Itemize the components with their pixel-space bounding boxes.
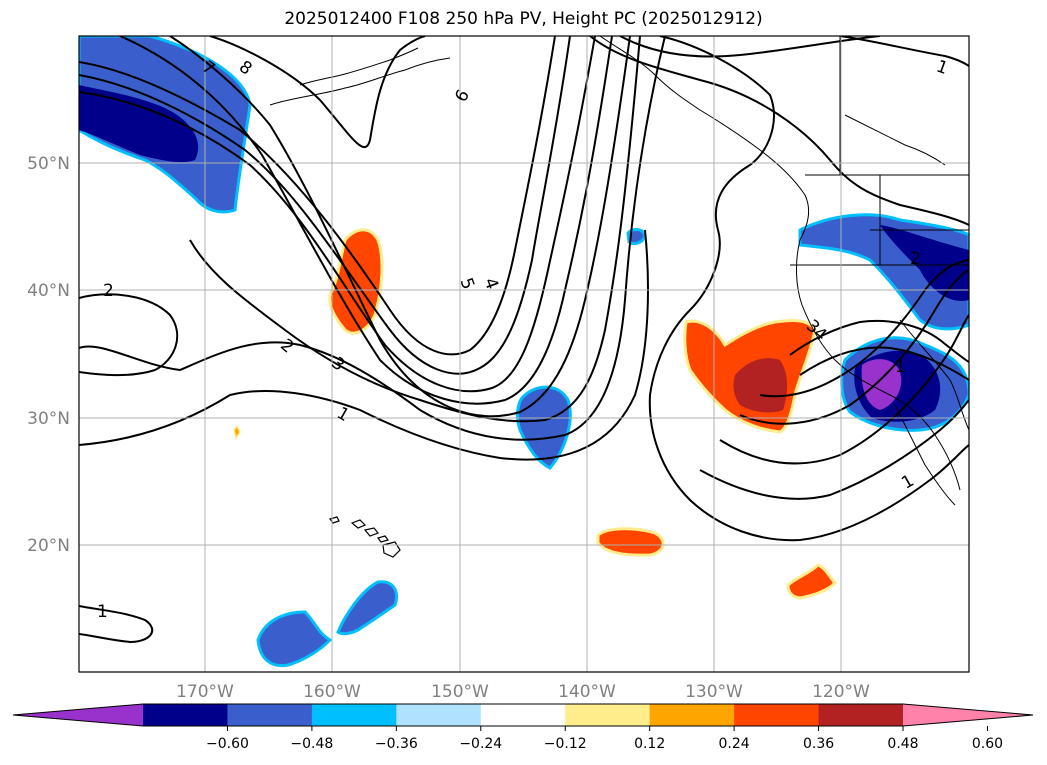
pv-positive-core-east — [733, 358, 788, 413]
latitude-labels: 50°N 40°N 30°N 20°N — [27, 154, 70, 556]
colorbar-segment — [565, 704, 651, 726]
colorbar-segment — [227, 704, 313, 726]
map-title: 2025012400 F108 250 hPa PV, Height PC (2… — [284, 9, 763, 29]
map-frame — [78, 35, 970, 673]
colorbar-extend-max — [903, 704, 1033, 726]
colorbar-segment — [143, 704, 228, 726]
colorbar-tick-label: −0.24 — [459, 736, 502, 752]
lat-label: 20°N — [27, 536, 70, 556]
lat-label: 40°N — [27, 281, 70, 301]
colorbar-tick-label: −0.12 — [544, 736, 587, 752]
pv-negative-region-sw2 — [336, 580, 398, 636]
colorbar-tick-label: 0.24 — [719, 736, 750, 752]
colorbar-tick-label: −0.48 — [290, 736, 333, 752]
colorbar-tick-label: −0.36 — [375, 736, 418, 752]
colorbar: −0.60 −0.48 −0.36 −0.24 −0.12 0.12 0.24 0.36 0.4… — [12, 703, 1034, 752]
colorbar-tick-label: −0.60 — [206, 736, 249, 752]
contour-label: 1 — [895, 357, 906, 377]
pv-negative-core-nw — [79, 85, 199, 163]
lon-label: 170°W — [176, 682, 234, 702]
colorbar-segment — [396, 704, 482, 726]
lat-label: 50°N — [27, 154, 70, 174]
colorbar-extend-min — [13, 704, 143, 726]
lat-label: 30°N — [27, 409, 70, 429]
lon-label: 130°W — [685, 682, 743, 702]
graticule — [79, 36, 969, 672]
pv-negative-region-sw1 — [256, 610, 333, 668]
height-contours — [79, 36, 969, 644]
colorbar-segment — [734, 704, 820, 726]
colorbar-tick-label: 0.48 — [887, 736, 918, 752]
colorbar-tick-label: 0.60 — [972, 736, 1003, 752]
contour-label: 2 — [910, 249, 921, 269]
colorbar-outline — [12, 703, 1034, 727]
lon-label: 160°W — [303, 682, 361, 702]
longitude-labels: 170°W 160°W 150°W 140°W 130°W 120°W — [176, 682, 870, 702]
lon-label: 120°W — [812, 682, 870, 702]
pv-positive-region-south — [596, 527, 665, 557]
contour-label: 2 — [103, 281, 114, 301]
colorbar-segment — [311, 704, 397, 726]
colorbar-tick-label: 0.36 — [803, 736, 834, 752]
colorbar-segment — [480, 704, 566, 726]
pv-negative-core-ne — [880, 225, 969, 301]
pv-positive-region-tiny — [233, 424, 241, 440]
lon-label: 140°W — [558, 682, 616, 702]
colorbar-tick-label: 0.12 — [634, 736, 665, 752]
map-area: 7 8 6 5 4 2 2 3 1 1 2 1 1 1 3 4 — [79, 36, 969, 672]
colorbar-segment — [649, 704, 735, 726]
hawaiian-islands — [328, 516, 401, 558]
pv-negative-purple-socal — [861, 359, 902, 410]
colorbar-segment — [818, 704, 904, 726]
coastlines — [269, 36, 969, 506]
lon-label: 150°W — [431, 682, 489, 702]
contour-label: 1 — [97, 602, 108, 622]
pv-positive-region-southeast — [786, 563, 838, 600]
